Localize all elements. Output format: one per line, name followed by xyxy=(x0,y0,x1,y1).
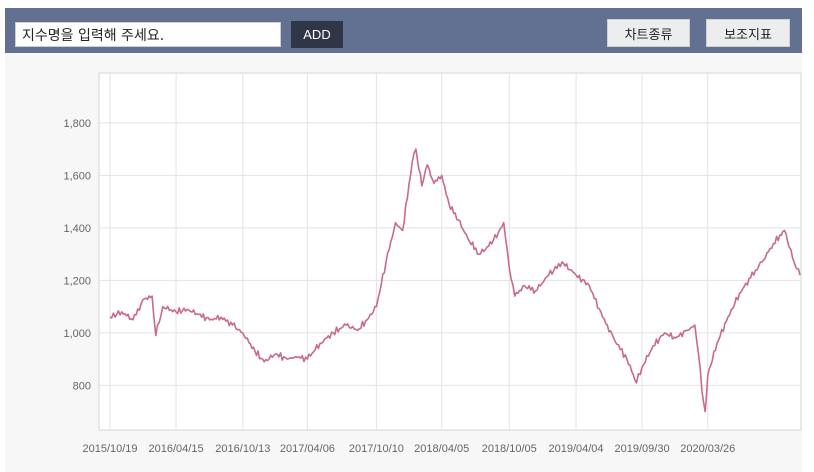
index-series-line xyxy=(109,148,801,413)
x-tick-label: 2015/10/19 xyxy=(82,443,137,455)
y-tick-label: 1,000 xyxy=(63,328,91,340)
x-tick-label: 2020/03/26 xyxy=(680,443,735,455)
plot-area xyxy=(98,72,802,431)
x-tick-label: 2016/04/15 xyxy=(149,443,204,455)
y-tick-label: 1,800 xyxy=(63,118,91,130)
add-button[interactable]: ADD xyxy=(291,21,343,48)
y-tick-label: 1,200 xyxy=(63,275,91,287)
y-tick-label: 1,400 xyxy=(63,223,91,235)
chart-type-button[interactable]: 차트종류 xyxy=(607,19,690,47)
x-tick-label: 2018/04/05 xyxy=(414,443,469,455)
x-tick-label: 2016/10/13 xyxy=(215,443,270,455)
indicator-button[interactable]: 보조지표 xyxy=(706,19,790,47)
x-tick-label: 2019/09/30 xyxy=(615,443,670,455)
x-tick-label: 2019/04/04 xyxy=(548,443,603,455)
x-tick-label: 2017/04/06 xyxy=(280,443,335,455)
y-tick-label: 1,600 xyxy=(63,170,91,182)
x-tick-label: 2017/10/10 xyxy=(349,443,404,455)
y-tick-label: 800 xyxy=(73,380,91,392)
x-tick-label: 2018/10/05 xyxy=(482,443,537,455)
search-input[interactable] xyxy=(15,22,281,47)
